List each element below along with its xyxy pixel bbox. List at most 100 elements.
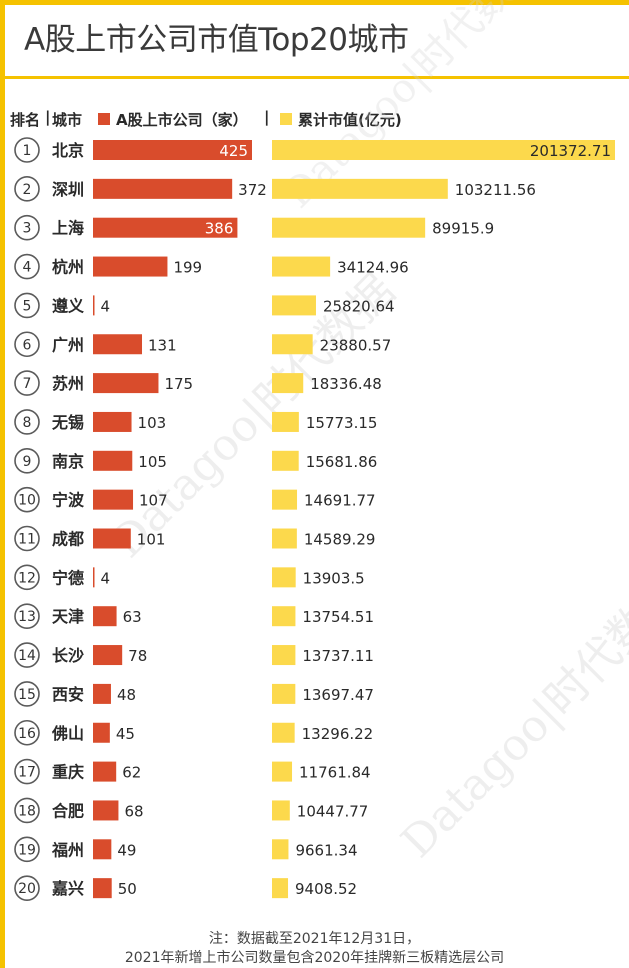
rank-circle	[14, 486, 40, 513]
rank-circle	[14, 447, 40, 474]
rank-circle	[14, 642, 40, 668]
city-label: 遵义	[52, 296, 84, 315]
rank-circle	[14, 564, 40, 591]
market-value-bar	[272, 334, 313, 355]
market-value-label: 13737.11	[302, 647, 374, 665]
table-row: 8 无锡 103 15773.15	[14, 409, 378, 435]
market-value-bar	[272, 295, 316, 316]
companies-value-label: 68	[124, 802, 143, 820]
rank-number: 16	[18, 726, 36, 742]
market-value-label: 13296.22	[302, 725, 374, 743]
companies-bar	[93, 489, 134, 510]
rank-number: 17	[18, 765, 36, 781]
footnote-line1: 注：数据截至2021年12月31日，	[208, 931, 421, 947]
table-row: 10 宁波 107 14691.77	[14, 486, 376, 513]
rank-circle	[14, 292, 40, 319]
legend-market-value-label: 累计市值(亿元)	[298, 111, 402, 129]
table-row: 16 佛山 45 13296.22	[14, 719, 374, 746]
rank-circle	[14, 719, 40, 746]
companies-value-label: 45	[116, 725, 135, 743]
market-value-label: 15773.15	[306, 414, 378, 432]
rank-circle	[14, 331, 40, 358]
market-value-bar	[272, 878, 289, 899]
companies-value-label: 107	[139, 492, 168, 510]
market-value-label: 10447.77	[297, 802, 369, 820]
table-row: 6 广州 131 23880.57	[14, 331, 392, 358]
market-value-label: 14589.29	[304, 531, 376, 549]
market-value-bar	[272, 722, 295, 743]
companies-bar	[93, 295, 95, 316]
market-value-label: 201372.71	[530, 142, 611, 160]
rank-circle	[14, 253, 40, 280]
table-row: 20 嘉兴 50 9408.52	[14, 875, 357, 901]
legend-separator: |	[45, 108, 51, 126]
rank-number: 14	[18, 648, 36, 664]
companies-bar	[93, 722, 110, 743]
companies-value-label: 4	[101, 297, 111, 315]
market-value-label: 13754.51	[302, 608, 374, 626]
rank-circle	[14, 681, 40, 707]
rank-number: 20	[18, 881, 36, 897]
rank-number: 2	[23, 182, 32, 198]
legend-market-value-swatch	[280, 113, 292, 125]
market-value-bar	[272, 645, 296, 666]
city-label: 杭州	[52, 258, 84, 277]
companies-bar	[93, 761, 117, 782]
market-value-label: 25820.64	[323, 297, 395, 315]
table-row: 4 杭州 199 34124.96	[14, 253, 409, 280]
market-value-label: 18336.48	[310, 375, 382, 393]
companies-bar	[93, 411, 132, 432]
companies-value-label: 372	[238, 181, 267, 199]
market-value-label: 14691.77	[304, 492, 376, 510]
market-value-bar	[272, 800, 290, 821]
legend: 排名 | 城市 A股上市公司（家） | 累计市值(亿元)	[0, 108, 629, 132]
rank-circle	[14, 836, 40, 863]
city-label: 西安	[52, 685, 84, 704]
table-row: 15 西安 48 13697.47	[14, 681, 374, 707]
companies-bar	[93, 528, 131, 549]
market-value-label: 11761.84	[299, 764, 371, 782]
table-row: 14 长沙 78 13737.11	[14, 642, 374, 668]
rank-circle	[14, 370, 40, 396]
legend-separator: |	[264, 108, 270, 126]
legend-city-label: 城市	[52, 111, 83, 129]
market-value-bar	[272, 567, 296, 588]
city-label: 重庆	[52, 763, 84, 782]
rank-number: 8	[23, 415, 32, 431]
companies-value-label: 50	[118, 880, 137, 898]
table-row: 19 福州 49 9661.34	[14, 836, 357, 863]
table-row: 7 苏州 175 18336.48	[14, 370, 382, 396]
table-row: 3 上海 386 89915.9	[14, 214, 494, 241]
companies-value-label: 105	[138, 453, 167, 471]
rank-circle	[14, 409, 40, 435]
rank-number: 5	[23, 298, 32, 314]
companies-value-label: 62	[122, 764, 141, 782]
rank-number: 18	[18, 803, 36, 819]
rank-number: 12	[18, 570, 36, 586]
rank-number: 13	[18, 609, 36, 625]
market-value-label: 9661.34	[295, 841, 357, 859]
city-label: 南京	[52, 452, 84, 471]
market-value-bar	[272, 373, 304, 394]
market-value-label: 23880.57	[320, 336, 392, 354]
title-underline	[5, 76, 629, 79]
market-value-label: 13697.47	[302, 686, 374, 704]
companies-bar	[93, 606, 117, 627]
market-value-label: 13903.5	[303, 569, 365, 587]
table-row: 13 天津 63 13754.51	[14, 603, 374, 630]
companies-bar	[93, 839, 112, 860]
city-label: 上海	[52, 219, 84, 238]
rank-circle	[14, 137, 40, 163]
market-value-bar	[272, 217, 426, 238]
rank-number: 3	[23, 221, 32, 237]
companies-value-label: 63	[123, 608, 142, 626]
city-label: 广州	[52, 335, 84, 354]
city-label: 宁德	[52, 568, 84, 587]
companies-value-label: 425	[219, 142, 248, 160]
rank-circle	[14, 758, 40, 785]
rank-number: 10	[18, 493, 36, 509]
market-value-bar	[272, 528, 297, 549]
companies-bar	[93, 140, 252, 160]
table-row: 11 成都 101 14589.29	[14, 525, 376, 552]
market-value-bar	[272, 450, 299, 471]
